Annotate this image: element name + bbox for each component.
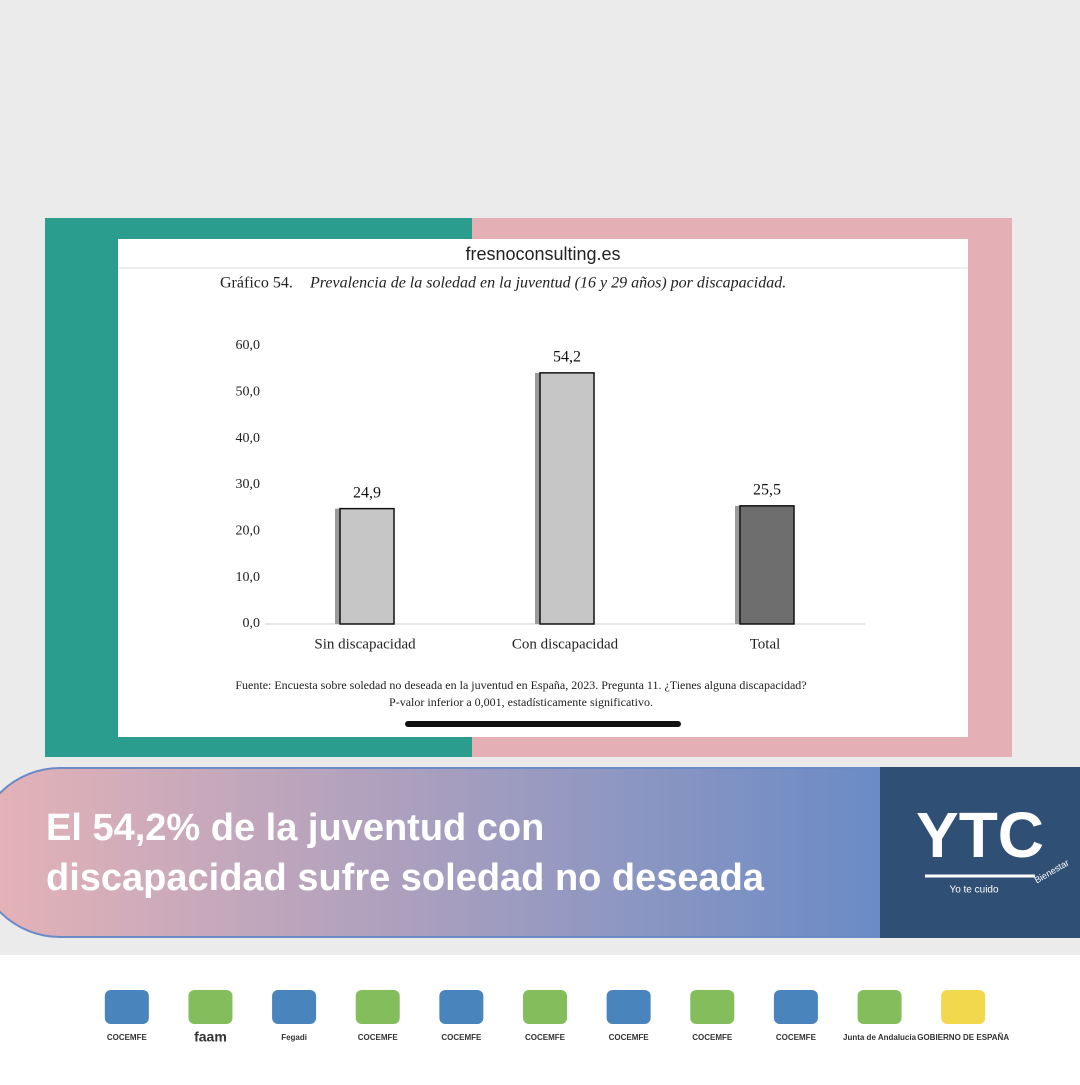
y-tick-label: 20,0 [236,524,261,539]
y-tick-label: 30,0 [236,477,261,492]
x-tick-label: Total [750,636,781,652]
chart-title-prefix: Gráfico 54. [220,275,293,292]
sponsor-name: COCEMFE [441,1033,482,1042]
sponsor-name: Fegadi [281,1033,307,1042]
value-label: 24,9 [353,484,381,501]
chart: 0,0 10,0 20,0 30,0 40,0 50,0 60,0 Sin discapaci… [236,338,865,652]
sponsor-logo [690,990,735,1024]
sponsor-logo [272,990,317,1024]
banner-line: discapacidad sufre soledad no deseada [46,857,765,899]
brand-tagline: Yo te cuido [949,885,999,896]
scroll-indicator [405,721,681,727]
sponsor-logo [941,990,986,1024]
bar-shadow [335,508,343,624]
sponsor-name: COCEMFE [776,1033,817,1042]
sponsor-logo [773,990,818,1024]
banner-line: El 54,2% de la juventud con [46,807,544,849]
brand-box [880,767,1080,938]
bar-shadow [535,372,543,624]
bar [739,505,795,625]
y-tick-label: 50,0 [236,385,261,400]
y-tick-label: 0,0 [243,616,261,631]
y-tick-label: 60,0 [236,338,261,353]
bar [339,507,395,625]
chart-title: Prevalencia de la soledad en la juventud… [309,275,786,292]
banner [0,767,881,938]
sponsor-name: COCEMFE [609,1033,650,1042]
chart-note: P-valor inferior a 0,001, estadísticamen… [389,695,653,709]
sponsor-name: Junta de Andalucía [843,1033,917,1042]
y-tick-label: 40,0 [236,431,261,446]
brand-logo: YTC [916,799,1044,871]
sponsor-logo [523,990,567,1024]
sponsor-name: GOBIERNO DE ESPAÑA [917,1033,1009,1042]
sponsors: COCEMFE faam Fegadi COCEMFE COCEMFE COCEMFE CO… [104,990,1009,1045]
value-label: 25,5 [753,482,781,499]
bar [539,372,595,625]
sponsor-logo [355,990,400,1024]
sponsor-logo [188,990,233,1024]
sponsor-name: COCEMFE [525,1033,566,1042]
sponsor-name: COCEMFE [692,1033,733,1042]
value-label: 54,2 [553,349,581,366]
sponsor-logo [606,990,651,1024]
x-tick-label: Con discapacidad [512,636,619,652]
sponsor-logo [104,990,149,1024]
bar-shadow [735,505,743,624]
sponsor-name: COCEMFE [107,1033,148,1042]
sponsor-name: faam [194,1029,227,1045]
sponsor-logo [439,990,484,1024]
chart-note: Fuente: Encuesta sobre soledad no desead… [235,678,806,692]
y-tick-label: 10,0 [236,570,261,585]
source-site: fresnoconsulting.es [465,244,620,264]
sponsor-name: COCEMFE [358,1033,399,1042]
x-tick-label: Sin discapacidad [314,636,416,652]
sponsor-logo [857,990,902,1024]
